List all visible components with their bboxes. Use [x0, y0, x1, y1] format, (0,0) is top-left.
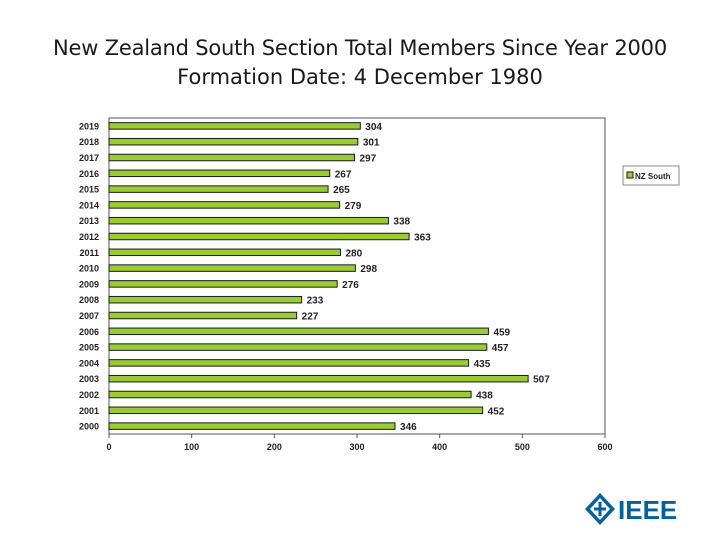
chart-title: New Zealand South Section Total Members … [53, 36, 667, 60]
bar [108, 122, 361, 130]
bar [108, 422, 396, 430]
data-label: 457 [492, 343, 509, 354]
category-label: 2000 [79, 422, 99, 432]
category-label: 2015 [79, 185, 99, 195]
category-label: 2009 [79, 279, 99, 289]
bar [108, 137, 359, 146]
category-label: 2014 [79, 200, 99, 210]
data-label: 298 [360, 264, 377, 275]
category-label: 2005 [79, 343, 99, 353]
bar [108, 153, 356, 162]
data-label: 459 [493, 327, 510, 338]
data-label: 452 [488, 406, 505, 417]
x-tick-label: 200 [267, 442, 282, 452]
bar [108, 311, 298, 320]
bar [108, 216, 389, 225]
data-label: 279 [345, 201, 362, 212]
bar [108, 169, 331, 178]
legend: NZ South [622, 165, 680, 186]
bar [108, 374, 529, 383]
title-block: New Zealand South Section Total Members … [0, 34, 720, 92]
bar [108, 264, 356, 272]
category-label: 2003 [79, 374, 99, 384]
legend-swatch [626, 171, 634, 179]
category-label: 2002 [79, 390, 99, 400]
ieee-logo-text: IEEE [618, 495, 677, 525]
data-label: 507 [533, 375, 550, 386]
x-tick-label: 500 [515, 442, 530, 452]
category-label: 2017 [79, 153, 99, 163]
bar [108, 343, 488, 351]
category-label: 2008 [79, 295, 99, 305]
data-label: 276 [342, 280, 359, 291]
category-label: 2006 [79, 327, 99, 337]
legend-box [622, 165, 680, 186]
data-label: 363 [414, 233, 431, 244]
data-label: 265 [333, 185, 350, 196]
data-label: 233 [307, 296, 324, 307]
x-tick-label: 600 [597, 442, 612, 452]
ieee-diamond-icon [585, 493, 615, 525]
x-tick-label: 400 [432, 442, 447, 452]
data-label: 304 [365, 122, 382, 133]
data-label: 435 [474, 359, 491, 370]
data-label: 301 [363, 138, 380, 149]
category-label: 2012 [79, 232, 99, 242]
category-label: 2016 [79, 169, 99, 179]
category-label: 2013 [79, 216, 99, 226]
bar [108, 185, 329, 193]
bar [108, 406, 484, 415]
data-label: 338 [393, 217, 410, 228]
category-label: 2004 [79, 358, 99, 368]
category-label: 2001 [79, 406, 99, 416]
bar [108, 390, 472, 399]
bar [108, 359, 470, 367]
x-tick-label: 0 [106, 442, 111, 452]
x-tick-label: 100 [184, 442, 199, 452]
data-label: 267 [335, 169, 352, 180]
bar [108, 295, 303, 304]
bar [108, 232, 410, 241]
data-label: 227 [302, 312, 319, 323]
plot-area [108, 117, 606, 435]
legend-label: NZ South [635, 172, 671, 181]
category-label: 2019 [79, 121, 99, 131]
bar [108, 201, 341, 209]
bar [108, 280, 338, 288]
data-label: 297 [360, 154, 377, 165]
bar [108, 327, 489, 336]
category-label: 2018 [79, 137, 99, 147]
category-label: 2011 [79, 248, 99, 258]
bar [108, 248, 341, 257]
category-label: 2010 [79, 264, 99, 274]
category-label: 2007 [79, 311, 99, 321]
ieee-logo: IEEE [585, 493, 677, 525]
data-label: 346 [400, 422, 417, 433]
data-label: 438 [476, 391, 493, 402]
chart-subtitle: Formation Date: 4 December 1980 [177, 65, 543, 89]
x-tick-label: 300 [349, 442, 364, 452]
data-label: 280 [345, 248, 362, 259]
